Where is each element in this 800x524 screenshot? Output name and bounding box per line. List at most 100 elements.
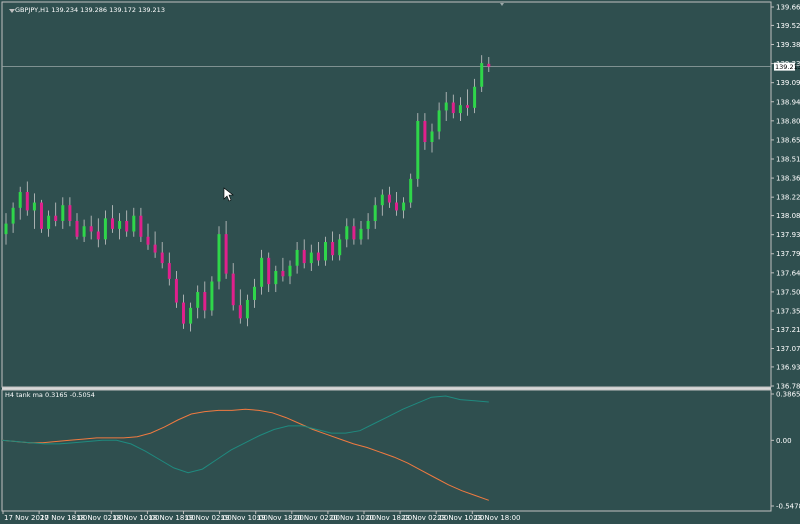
candle-body[interactable]: [245, 299, 249, 319]
candle-body[interactable]: [380, 194, 384, 206]
candle-body[interactable]: [68, 205, 72, 221]
candle-body[interactable]: [61, 205, 65, 221]
candle-body[interactable]: [139, 215, 143, 237]
candle-body[interactable]: [288, 265, 292, 277]
candle-body[interactable]: [359, 228, 363, 240]
candle-body[interactable]: [18, 192, 22, 208]
time-tick-label: 23 Nov 10:00: [437, 514, 484, 522]
candle-body[interactable]: [395, 202, 398, 211]
candle-body[interactable]: [75, 220, 79, 237]
candle-body[interactable]: [473, 86, 477, 108]
candle-body[interactable]: [224, 234, 228, 274]
candle-body[interactable]: [366, 220, 370, 229]
candle-body[interactable]: [125, 220, 129, 232]
candle-body[interactable]: [89, 226, 93, 232]
candle-body[interactable]: [274, 270, 278, 285]
candle-body[interactable]: [309, 252, 313, 264]
candle-body[interactable]: [451, 102, 455, 114]
candle-body[interactable]: [103, 218, 107, 240]
candle-body[interactable]: [409, 178, 413, 203]
candle-body[interactable]: [217, 234, 221, 282]
candle-body[interactable]: [260, 257, 264, 287]
indicator-pane-border: [1, 389, 772, 512]
price-tick-label: 138.511: [776, 155, 800, 163]
candle-body[interactable]: [267, 257, 271, 285]
candle-body[interactable]: [331, 242, 335, 256]
indicator-series[interactable]: [1, 395, 489, 501]
candle-body[interactable]: [54, 215, 58, 221]
candle-body[interactable]: [32, 202, 36, 211]
candle-body[interactable]: [146, 236, 150, 245]
candle-body[interactable]: [295, 249, 299, 266]
indicator-line-slow[interactable]: [1, 395, 489, 474]
candle-body[interactable]: [416, 120, 420, 179]
candle-body[interactable]: [458, 105, 462, 114]
price-tick-label: 139.526: [776, 22, 800, 30]
chart-frame: [1, 1, 772, 512]
candle-body[interactable]: [210, 281, 214, 311]
price-tick-label: 139.381: [776, 41, 800, 49]
candle-body[interactable]: [281, 270, 285, 277]
candle-body[interactable]: [253, 286, 256, 300]
candle-body[interactable]: [160, 252, 164, 264]
candle-body[interactable]: [231, 273, 235, 306]
mouse-cursor-icon: [223, 187, 234, 202]
candle-body[interactable]: [4, 223, 8, 235]
candle-body[interactable]: [47, 215, 51, 229]
candle-body[interactable]: [40, 202, 43, 229]
candle-body[interactable]: [423, 120, 427, 143]
price-tick-label: 138.081: [776, 212, 800, 220]
time-tick-label: 19 Nov 18:00: [257, 514, 304, 522]
time-tick-label: 20 Nov 02:00: [293, 514, 340, 522]
candle-body[interactable]: [316, 252, 320, 261]
candle-body[interactable]: [11, 207, 15, 224]
candle-body[interactable]: [203, 292, 207, 311]
candle-body[interactable]: [82, 226, 86, 237]
candle-body[interactable]: [174, 278, 178, 303]
candle-body[interactable]: [345, 226, 349, 240]
price-tick-label: 137.791: [776, 250, 800, 258]
candle-body[interactable]: [189, 307, 193, 324]
indicator-line-fast[interactable]: [1, 408, 489, 501]
candle-body[interactable]: [430, 131, 434, 143]
candle-body[interactable]: [238, 305, 242, 319]
candle-body[interactable]: [352, 226, 356, 240]
candlestick-series[interactable]: [4, 55, 491, 332]
candle-body[interactable]: [487, 63, 491, 67]
candle-body[interactable]: [111, 218, 114, 229]
time-tick-label: 18 Nov 10:00: [112, 514, 159, 522]
price-tick-label: 137.501: [776, 288, 800, 296]
candle-body[interactable]: [96, 231, 100, 240]
candle-body[interactable]: [387, 194, 391, 203]
candle-body[interactable]: [153, 244, 157, 253]
candle-body[interactable]: [437, 110, 441, 132]
price-axis[interactable]: 139.666139.526139.381139.236139.091138.9…: [771, 4, 800, 391]
candle-body[interactable]: [402, 202, 406, 211]
price-tick-label: 137.356: [776, 307, 800, 315]
candle-body[interactable]: [444, 102, 448, 111]
price-tick-label: 138.946: [776, 98, 800, 106]
candle-body[interactable]: [480, 63, 484, 87]
candle-body[interactable]: [338, 239, 342, 256]
indicator-tick-label: 0.00: [776, 437, 792, 445]
candle-body[interactable]: [182, 302, 185, 324]
candle-body[interactable]: [118, 220, 122, 229]
candle-body[interactable]: [466, 105, 469, 108]
dropdown-arrow-icon[interactable]: [9, 9, 15, 13]
time-tick-label: 19 Nov 02:00: [185, 514, 232, 522]
candle-body[interactable]: [324, 242, 327, 261]
candle-body[interactable]: [196, 292, 200, 308]
price-tick-label: 138.656: [776, 136, 800, 144]
time-tick-label: 20 Nov 18:00: [365, 514, 412, 522]
candle-body[interactable]: [373, 205, 377, 221]
shift-marker-icon[interactable]: [500, 3, 504, 6]
candle-body[interactable]: [167, 263, 171, 279]
candle-body[interactable]: [25, 192, 29, 211]
candle-body[interactable]: [302, 249, 306, 264]
price-tick-label: 137.216: [776, 326, 800, 334]
candle-body[interactable]: [132, 215, 136, 232]
price-tick-label: 138.801: [776, 117, 800, 125]
